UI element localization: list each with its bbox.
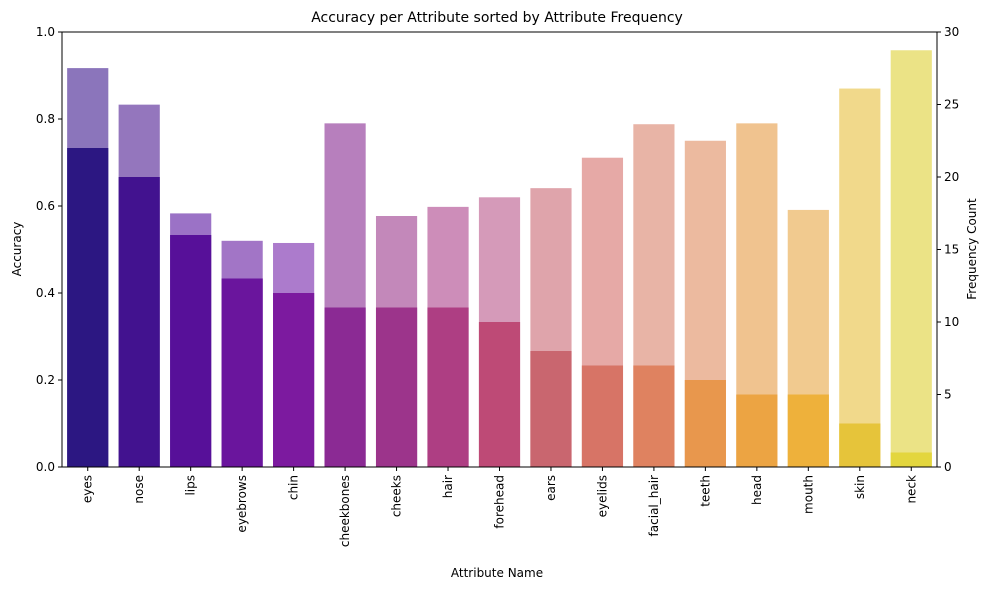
y-tick-label: 0.4 xyxy=(36,286,55,300)
frequency-bar-ears xyxy=(530,351,572,467)
x-tick-label: forehead xyxy=(493,475,507,529)
frequency-bar-eyes xyxy=(67,148,109,467)
frequency-bar-cheekbones xyxy=(324,307,366,467)
frequency-bar-skin xyxy=(839,423,881,467)
x-tick-label: eyebrows xyxy=(235,475,249,533)
y-tick-label: 1.0 xyxy=(36,25,55,39)
x-tick-label: nose xyxy=(132,475,146,504)
frequency-bar-eyelids xyxy=(581,365,624,467)
x-tick-label: ears xyxy=(544,475,558,501)
y2-axis-title: Frequency Count xyxy=(965,198,979,300)
y2-tick-label: 0 xyxy=(944,460,952,474)
x-tick-label: neck xyxy=(904,475,918,504)
x-tick-label: teeth xyxy=(698,475,712,507)
y2-tick-label: 15 xyxy=(944,243,959,257)
chart-title: Accuracy per Attribute sorted by Attribu… xyxy=(311,10,683,26)
frequency-bar-hair xyxy=(427,307,469,467)
frequency-bar-forehead xyxy=(478,322,521,467)
x-axis-title: Attribute Name xyxy=(451,566,543,580)
x-tick-label: lips xyxy=(184,475,198,496)
y-tick-label: 0.6 xyxy=(36,199,55,213)
frequency-bar-facial_hair xyxy=(633,365,675,467)
frequency-bar-neck xyxy=(890,452,932,467)
x-tick-label: eyelids xyxy=(595,475,609,517)
x-tick-label: cheeks xyxy=(390,475,404,517)
y2-tick-label: 20 xyxy=(944,170,959,184)
frequency-bar-cheeks xyxy=(375,307,418,467)
frequency-bar-mouth xyxy=(787,394,829,467)
x-tick-label: chin xyxy=(287,475,301,500)
y-axis-title: Accuracy xyxy=(10,222,24,277)
y2-tick-label: 30 xyxy=(944,25,959,39)
x-tick-label: skin xyxy=(853,475,867,499)
y2-tick-label: 25 xyxy=(944,98,959,112)
frequency-bar-nose xyxy=(118,177,160,467)
y-tick-label: 0.8 xyxy=(36,112,55,126)
frequency-bar-head xyxy=(736,394,778,467)
x-tick-label: hair xyxy=(441,475,455,498)
x-tick-label: cheekbones xyxy=(338,475,352,547)
x-tick-label: mouth xyxy=(801,475,815,514)
x-tick-label: eyes xyxy=(81,475,95,503)
y2-tick-label: 5 xyxy=(944,388,952,402)
y2-tick-label: 10 xyxy=(944,315,959,329)
y-tick-label: 0.2 xyxy=(36,373,55,387)
frequency-bar-eyebrows xyxy=(221,278,263,467)
frequency-bar-lips xyxy=(170,235,212,467)
axes: eyes nose lips eyebrows chin cheekbones cheeks… xyxy=(36,25,959,547)
accuracy-bar-neck xyxy=(890,50,932,468)
frequency-bars xyxy=(67,148,932,467)
x-tick-label: head xyxy=(750,475,764,505)
frequency-bar-chin xyxy=(273,293,315,467)
x-tick-label: facial_hair xyxy=(647,475,661,536)
accuracy-bar-skin xyxy=(839,88,881,468)
frequency-bar-teeth xyxy=(684,380,726,467)
y-tick-label: 0.0 xyxy=(36,460,55,474)
